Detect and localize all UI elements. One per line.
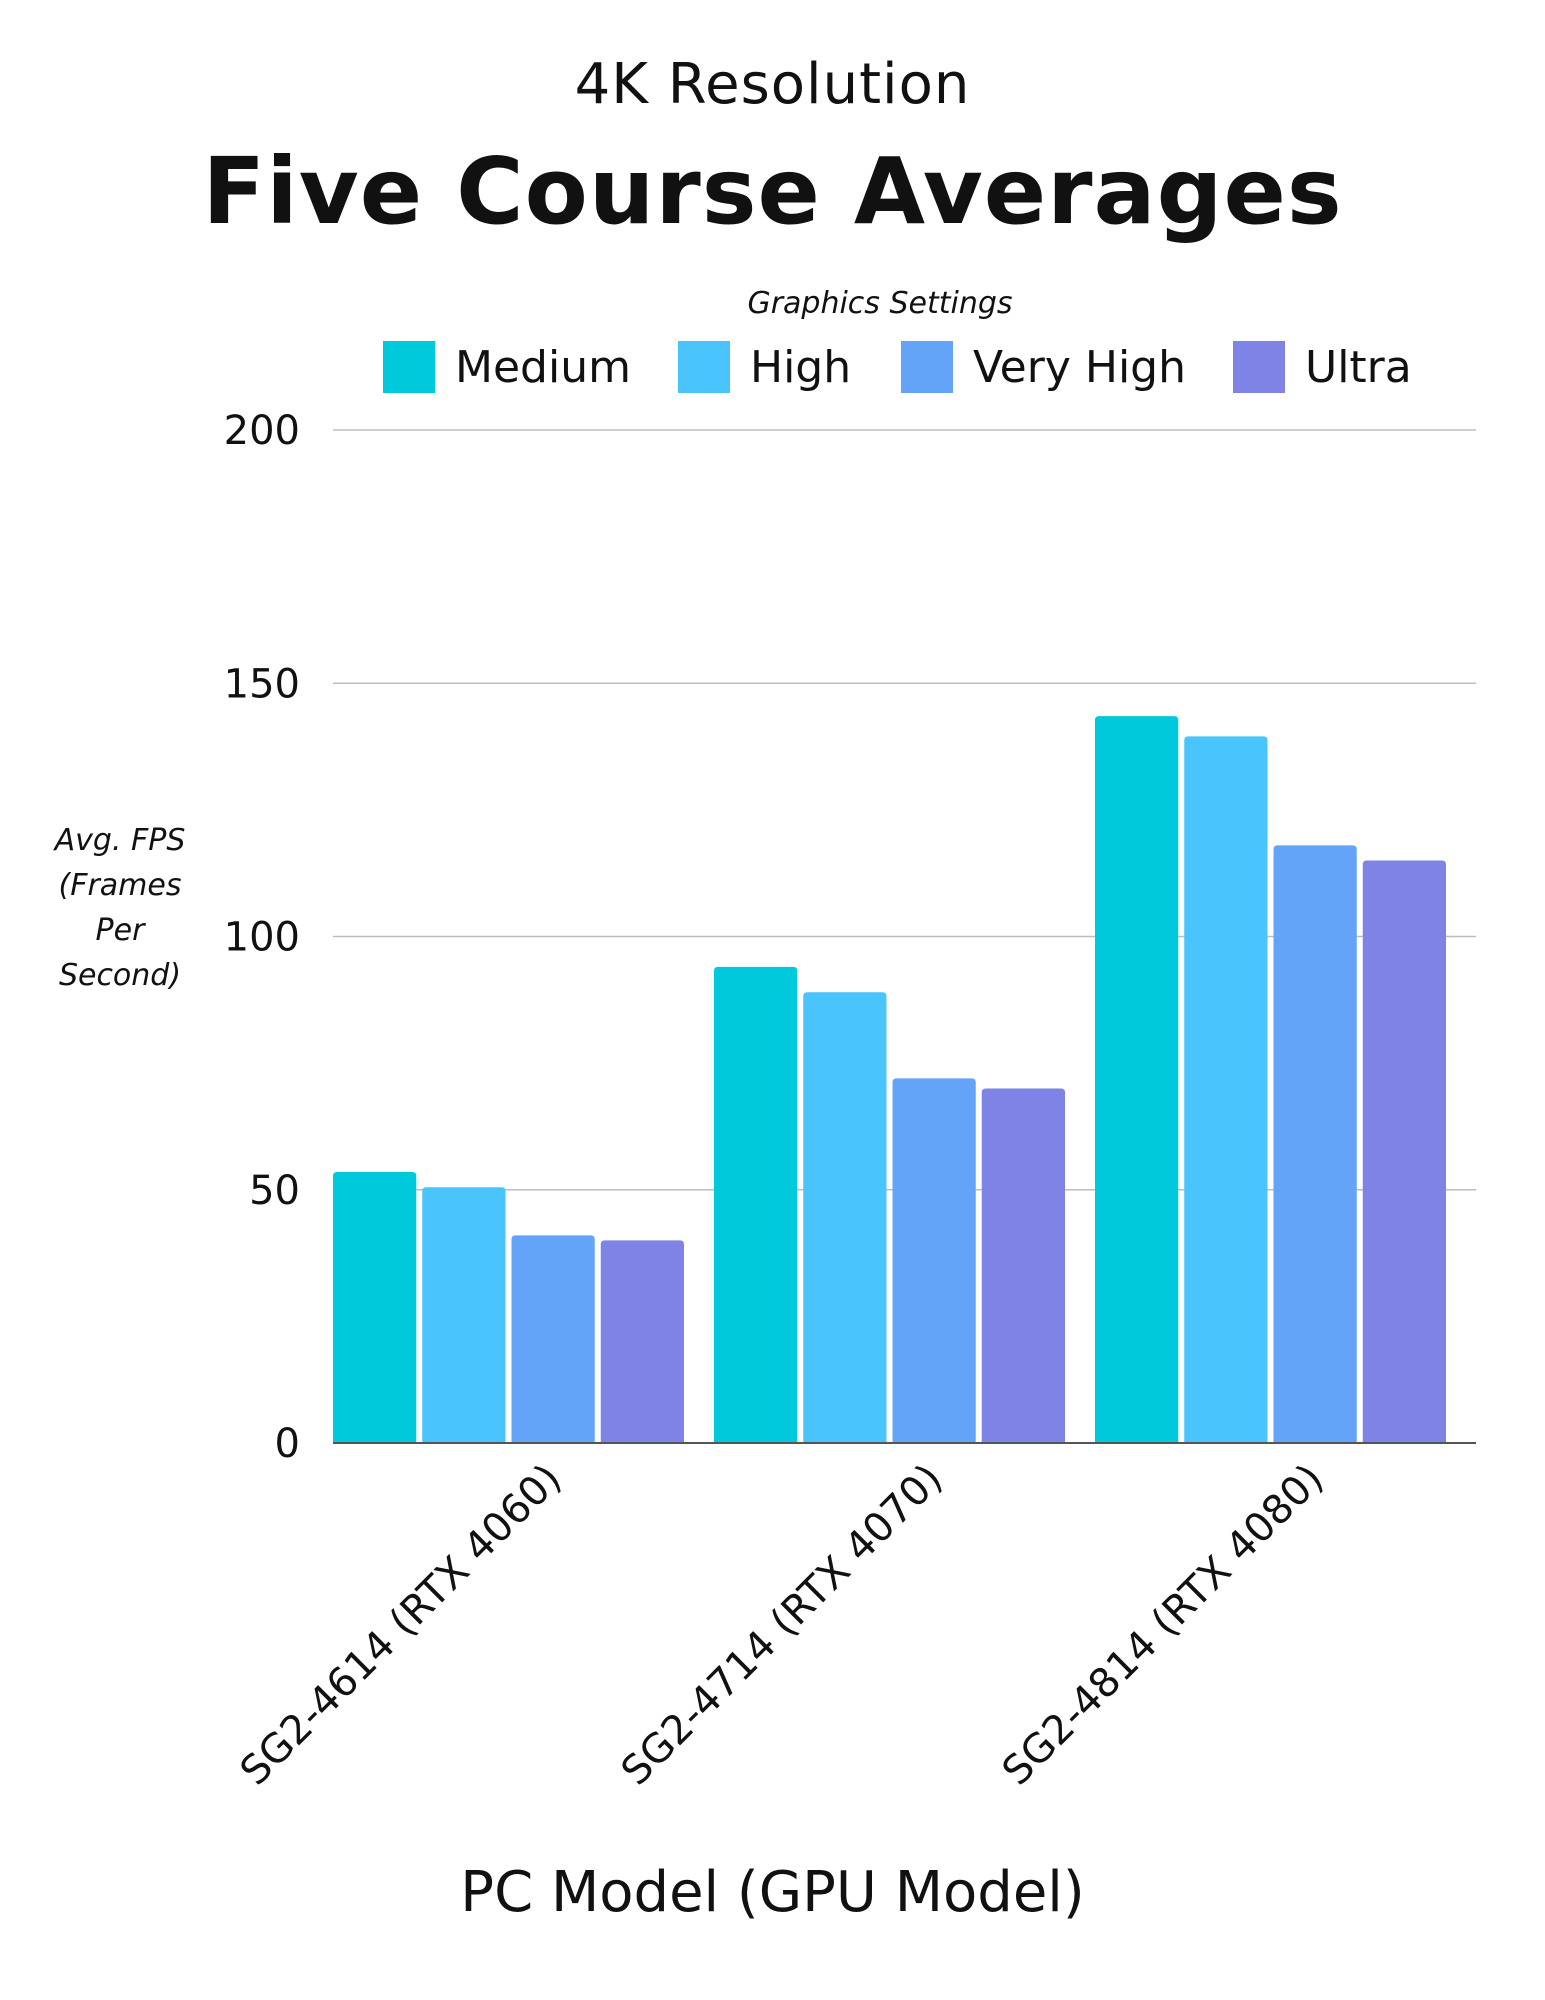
y-axis-label-line: (Frames (58, 868, 182, 903)
legend-item-ultra: Ultra (1233, 340, 1412, 394)
y-tick-label: 200 (224, 408, 300, 454)
bars (333, 716, 1446, 1443)
chart-subtitle: 4K Resolution (574, 52, 971, 117)
y-axis-label: Avg. FPS (Frames Per Second) (30, 818, 210, 998)
y-axis-label-line: Per (95, 913, 145, 948)
x-tick-label: SG2-4614 (RTX 4060) (232, 1456, 571, 1795)
y-axis-label-line: Avg. FPS (54, 823, 186, 858)
x-axis-label: PC Model (GPU Model) (460, 1860, 1085, 1925)
bar-medium-sg2-4714-rtx-4070 (714, 966, 798, 1443)
legend-swatch-medium (383, 341, 435, 393)
bar-ultra-sg2-4714-rtx-4070 (981, 1088, 1065, 1443)
legend-item-very-high: Very High (901, 340, 1186, 394)
y-axis-label-line: Second) (58, 958, 182, 993)
bar-very-high-sg2-4714-rtx-4070 (892, 1078, 976, 1443)
legend-label-high: High (750, 341, 852, 393)
x-tick-label: SG2-4714 (RTX 4070) (613, 1456, 952, 1795)
bar-very-high-sg2-4814-rtx-4080 (1273, 845, 1357, 1443)
legend-item-high: High (678, 340, 851, 394)
legend-swatch-high (678, 341, 730, 393)
bar-high-sg2-4814-rtx-4080 (1184, 736, 1268, 1443)
legend-label-medium: Medium (455, 341, 631, 393)
y-tick-label: 150 (224, 661, 300, 707)
legend-item-medium: Medium (383, 340, 631, 394)
bar-medium-sg2-4614-rtx-4060 (333, 1172, 417, 1443)
bar-ultra-sg2-4814-rtx-4080 (1362, 860, 1446, 1443)
chart-title: Five Course Averages (202, 138, 1343, 245)
y-tick-label: 0 (275, 1421, 300, 1467)
legend-label-ultra: Ultra (1305, 341, 1412, 393)
legend-title: Graphics Settings (747, 286, 1013, 321)
bar-ultra-sg2-4614-rtx-4060 (600, 1240, 684, 1443)
y-tick-label: 50 (249, 1168, 300, 1214)
bar-very-high-sg2-4614-rtx-4060 (511, 1235, 595, 1443)
legend-swatch-very-high (901, 341, 953, 393)
legend-label-very-high: Very High (973, 341, 1186, 393)
y-tick-label: 100 (224, 915, 300, 961)
legend-swatch-ultra (1233, 341, 1285, 393)
bar-high-sg2-4714-rtx-4070 (803, 992, 887, 1443)
bar-high-sg2-4614-rtx-4060 (422, 1187, 506, 1443)
x-tick-label: SG2-4814 (RTX 4080) (994, 1456, 1333, 1795)
bar-medium-sg2-4814-rtx-4080 (1095, 716, 1179, 1443)
